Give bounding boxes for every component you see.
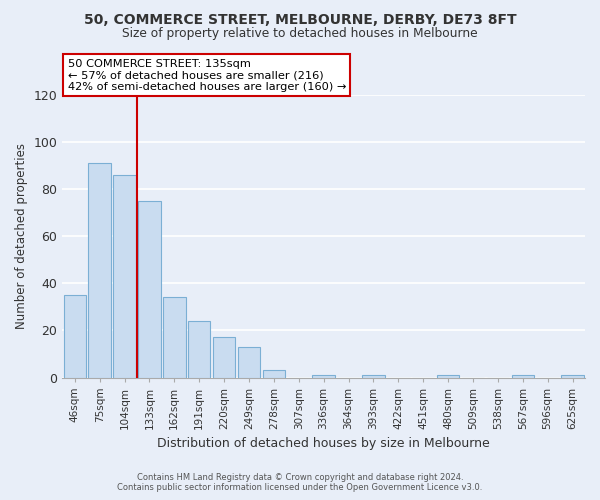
Bar [238,347,260,378]
Bar [562,375,584,378]
Bar [113,174,136,378]
Bar [263,370,285,378]
Bar [188,321,211,378]
Text: 50, COMMERCE STREET, MELBOURNE, DERBY, DE73 8FT: 50, COMMERCE STREET, MELBOURNE, DERBY, D… [83,12,517,26]
Bar [64,295,86,378]
Bar [88,163,111,378]
Bar [313,375,335,378]
Text: 50 COMMERCE STREET: 135sqm
← 57% of detached houses are smaller (216)
42% of sem: 50 COMMERCE STREET: 135sqm ← 57% of deta… [68,58,346,92]
Bar [362,375,385,378]
Bar [437,375,460,378]
Bar [138,200,161,378]
Text: Size of property relative to detached houses in Melbourne: Size of property relative to detached ho… [122,28,478,40]
Bar [163,298,185,378]
Y-axis label: Number of detached properties: Number of detached properties [15,143,28,329]
X-axis label: Distribution of detached houses by size in Melbourne: Distribution of detached houses by size … [157,437,490,450]
Text: Contains HM Land Registry data © Crown copyright and database right 2024.
Contai: Contains HM Land Registry data © Crown c… [118,473,482,492]
Bar [213,338,235,378]
Bar [512,375,534,378]
